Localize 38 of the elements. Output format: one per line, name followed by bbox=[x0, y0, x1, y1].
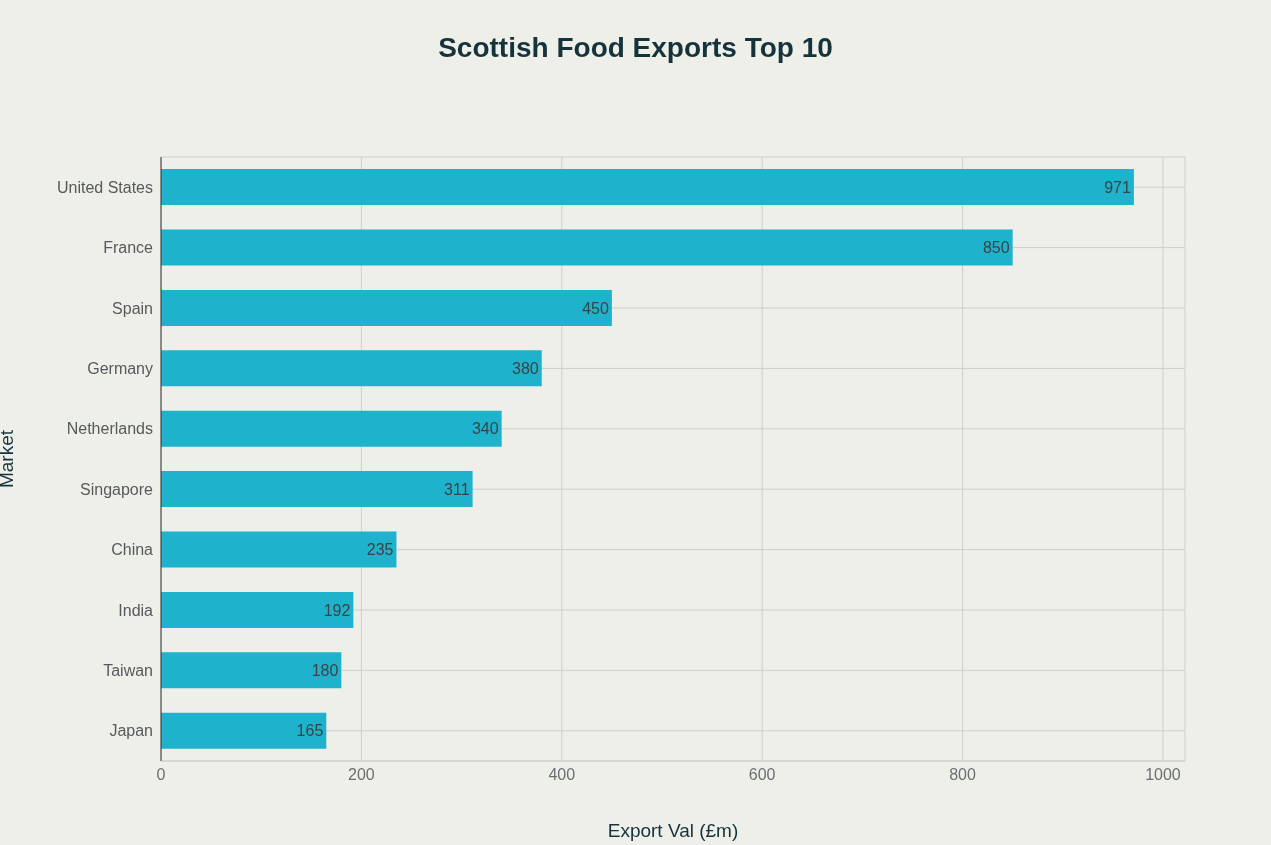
data-label: 235 bbox=[366, 541, 394, 559]
bar bbox=[161, 471, 473, 508]
bar bbox=[161, 652, 342, 689]
y-tick-label: Netherlands bbox=[66, 420, 153, 438]
bar bbox=[161, 712, 327, 749]
bar bbox=[161, 350, 542, 387]
y-tick-label: Singapore bbox=[80, 480, 154, 498]
data-label: 180 bbox=[311, 661, 339, 679]
y-tick-label: Spain bbox=[112, 299, 153, 317]
y-tick-label: India bbox=[118, 601, 154, 619]
x-tick-label: 800 bbox=[949, 766, 977, 784]
bar bbox=[161, 591, 354, 628]
y-tick-label: Japan bbox=[109, 722, 153, 740]
data-label: 380 bbox=[512, 359, 539, 377]
y-tick-label: France bbox=[103, 239, 154, 257]
bar bbox=[161, 169, 1134, 206]
y-tick-label: Taiwan bbox=[103, 662, 153, 680]
x-tick-label: 1000 bbox=[1145, 766, 1181, 784]
bar bbox=[161, 289, 612, 326]
data-label: 850 bbox=[982, 239, 1010, 257]
data-label: 450 bbox=[582, 299, 609, 317]
y-tick-label: United States bbox=[56, 178, 153, 196]
data-label: 165 bbox=[296, 722, 324, 740]
x-tick-label: 200 bbox=[348, 766, 375, 784]
x-tick-label: 600 bbox=[748, 766, 776, 784]
bar bbox=[161, 229, 1013, 266]
x-tick-label: 400 bbox=[548, 766, 576, 784]
x-axis-title: Export Val (£m) bbox=[607, 820, 739, 841]
bar bbox=[161, 410, 502, 447]
bar bbox=[161, 531, 397, 568]
y-tick-label: Germany bbox=[87, 360, 153, 378]
x-tick-label: 0 bbox=[156, 766, 166, 784]
chart-title: Scottish Food Exports Top 10 bbox=[437, 32, 834, 64]
data-label: 340 bbox=[471, 420, 499, 438]
data-label: 311 bbox=[444, 480, 470, 498]
data-label: 192 bbox=[323, 601, 351, 619]
y-tick-label: China bbox=[111, 541, 154, 559]
data-label: 971 bbox=[1104, 178, 1131, 196]
